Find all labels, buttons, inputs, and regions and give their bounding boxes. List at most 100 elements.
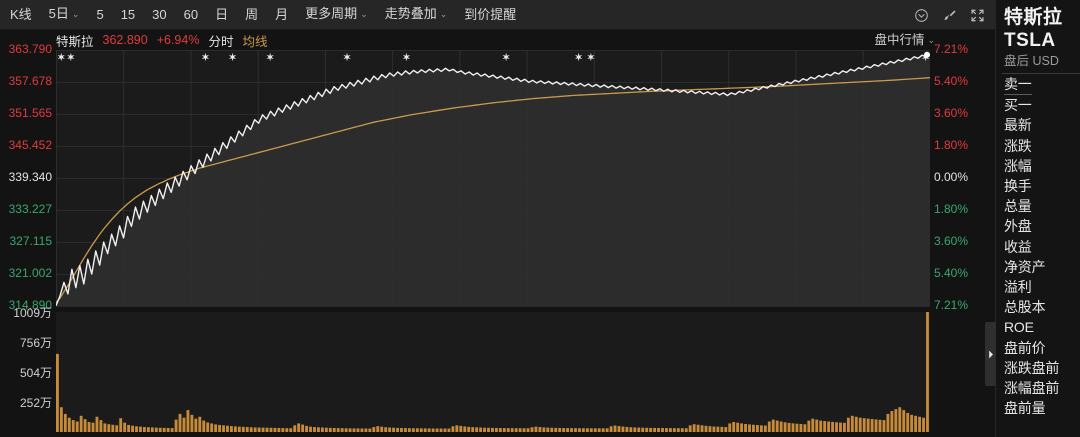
quote-field-0[interactable]: 卖一 [1004,74,1080,96]
price-axis-tick-7: 321.002 [8,266,52,280]
chevron-down-icon: ⌄ [439,9,448,19]
quote-field-label: 涨幅 [1004,157,1032,174]
volume-bar [194,418,198,432]
volume-bar [143,427,146,432]
volume-bar [419,428,423,432]
toolbar-item-1[interactable]: 5日 ⌄ [49,0,80,30]
quote-field-15[interactable]: 涨幅盘前 [1004,378,1080,398]
volume-plot-area[interactable] [56,312,930,432]
news-marker-3[interactable] [228,52,237,62]
volume-bar [839,422,842,432]
sidebar-divider [1002,73,1080,74]
volume-bar [170,428,174,432]
volume-bar [127,424,131,432]
alert-clock-icon[interactable] [914,8,929,23]
quote-field-4[interactable]: 涨幅 [1004,156,1080,176]
news-marker-6[interactable] [402,52,411,62]
volume-bar [305,425,308,432]
quote-field-5[interactable]: 换手 [1004,176,1080,196]
pct-axis-tick-8: 7.21% [934,298,969,312]
volume-bar [210,423,214,432]
volume-bar [732,422,736,432]
toolbar-item-10[interactable]: 走势叠加 ⌄ [385,0,448,30]
last-price-marker [924,51,930,58]
sidebar-collapse-handle[interactable] [985,322,996,386]
volume-bar [226,425,229,432]
volume-bar [514,428,518,432]
quote-field-1[interactable]: 买一 [1004,95,1080,115]
volume-bar [827,421,831,432]
volume-bar [249,427,253,432]
volume-bar [581,428,585,432]
volume-bar [376,426,380,432]
volume-bar [886,413,890,432]
volume-bar [273,427,277,432]
volume-bar [380,426,384,432]
quote-sidebar: 特斯拉 TSLA 盘后 USD 卖一 买一 最新 涨跌 涨幅 换手 总量 外盘 收益 净资产 溢利总… [985,0,1080,437]
volume-bar [803,424,807,432]
quote-field-2[interactable]: 最新 [1004,115,1080,135]
quote-field-9[interactable]: 净资产 [1004,257,1080,277]
volume-bar [498,428,502,432]
volume-axis-tick-1: 756万 [19,336,52,350]
quote-field-3[interactable]: 涨跌 [1004,136,1080,156]
news-marker-4[interactable] [266,52,274,62]
volume-bar [605,428,609,432]
volume-bar [111,424,115,432]
volume-bar [910,414,914,432]
toolbar-item-9[interactable]: 更多周期 ⌄ [305,0,368,30]
toolbar-item-2[interactable]: 5 [96,0,103,30]
volume-bar [146,427,150,432]
volume-bar [708,426,712,432]
volume-bar [59,407,63,432]
toolbar-item-label: 5 [96,6,104,22]
ma-line [56,78,930,303]
quote-field-10[interactable]: 溢利 [1004,277,1080,297]
volume-bar [475,427,479,432]
quote-field-13[interactable]: 盘前价 [1004,338,1080,358]
volume-bar [668,428,672,432]
star-icon [587,52,595,62]
market-session-selector[interactable]: 盘中行情 ⌄ [874,30,935,50]
news-marker-2[interactable] [201,52,210,62]
toolbar-item-8[interactable]: 月 [275,0,288,30]
quote-field-11[interactable]: 总股本 [1004,297,1080,317]
volume-bar [431,428,435,432]
volume-bar [546,427,550,432]
quote-field-6[interactable]: 总量 [1004,196,1080,216]
volume-bar [269,427,273,432]
news-marker-8[interactable] [575,52,583,62]
quote-field-8[interactable]: 收益 [1004,237,1080,257]
volume-bar [190,414,194,432]
news-marker-0[interactable] [57,52,65,62]
toolbar-item-0[interactable]: K线 [10,0,32,30]
price-plot-area[interactable] [56,50,930,306]
volume-bar [554,427,558,432]
volume-bar [95,416,99,432]
volume-bar [206,422,210,432]
toolbar-item-4[interactable]: 30 [152,0,166,30]
news-marker-9[interactable] [587,52,595,62]
fullscreen-icon[interactable] [970,8,985,23]
brush-icon[interactable] [942,8,957,23]
volume-bar [87,422,91,432]
quote-field-7[interactable]: 外盘 [1004,216,1080,236]
volume-bar [340,428,344,432]
toolbar-item-7[interactable]: 周 [245,0,258,30]
news-marker-1[interactable] [67,52,75,62]
quote-field-16[interactable]: 盘前量 [1004,398,1080,418]
quote-field-12[interactable]: ROE [1004,317,1080,337]
quote-field-14[interactable]: 涨跌盘前 [1004,358,1080,378]
toolbar-item-label: 更多周期 [305,6,358,21]
volume-bar [285,428,289,432]
news-marker-5[interactable] [343,52,351,62]
toolbar-item-5[interactable]: 60 [184,0,198,30]
volume-bar [56,353,59,432]
volume-bar [629,427,633,432]
news-marker-7[interactable] [502,52,510,62]
volume-bar [748,424,751,432]
toolbar-item-3[interactable]: 15 [121,0,135,30]
volume-bar [589,428,593,432]
toolbar-item-6[interactable]: 日 [215,0,228,30]
toolbar-item-11[interactable]: 到价提醒 [464,0,516,30]
